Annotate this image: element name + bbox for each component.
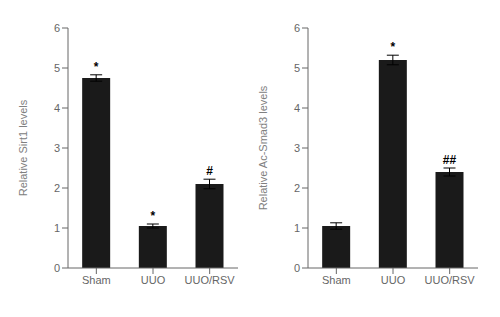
- svg-text:UUO: UUO: [141, 274, 166, 286]
- svg-text:4: 4: [294, 102, 300, 114]
- svg-text:UUO/RSV: UUO/RSV: [425, 274, 476, 286]
- svg-text:Relative Ac-Smad3 levels: Relative Ac-Smad3 levels: [257, 85, 269, 210]
- svg-text:Sham: Sham: [322, 274, 351, 286]
- svg-text:UUO: UUO: [381, 274, 406, 286]
- svg-text:0: 0: [54, 262, 60, 274]
- svg-text:5: 5: [294, 62, 300, 74]
- svg-text:1: 1: [54, 222, 60, 234]
- svg-text:3: 3: [54, 142, 60, 154]
- svg-text:6: 6: [294, 22, 300, 34]
- svg-text:2: 2: [54, 182, 60, 194]
- svg-text:##: ##: [443, 153, 457, 167]
- svg-text:UUO/RSV: UUO/RSV: [185, 274, 236, 286]
- svg-text:*: *: [94, 60, 99, 74]
- svg-text:*: *: [390, 40, 395, 54]
- svg-text:Sham: Sham: [82, 274, 111, 286]
- svg-text:4: 4: [54, 102, 60, 114]
- svg-text:3: 3: [294, 142, 300, 154]
- svg-text:0: 0: [294, 262, 300, 274]
- svg-text:5: 5: [54, 62, 60, 74]
- svg-text:Relative Sirt1 levels: Relative Sirt1 levels: [17, 99, 29, 196]
- svg-text:6: 6: [54, 22, 60, 34]
- svg-text:*: *: [150, 209, 155, 223]
- svg-text:#: #: [206, 164, 213, 178]
- svg-text:1: 1: [294, 222, 300, 234]
- svg-text:2: 2: [294, 182, 300, 194]
